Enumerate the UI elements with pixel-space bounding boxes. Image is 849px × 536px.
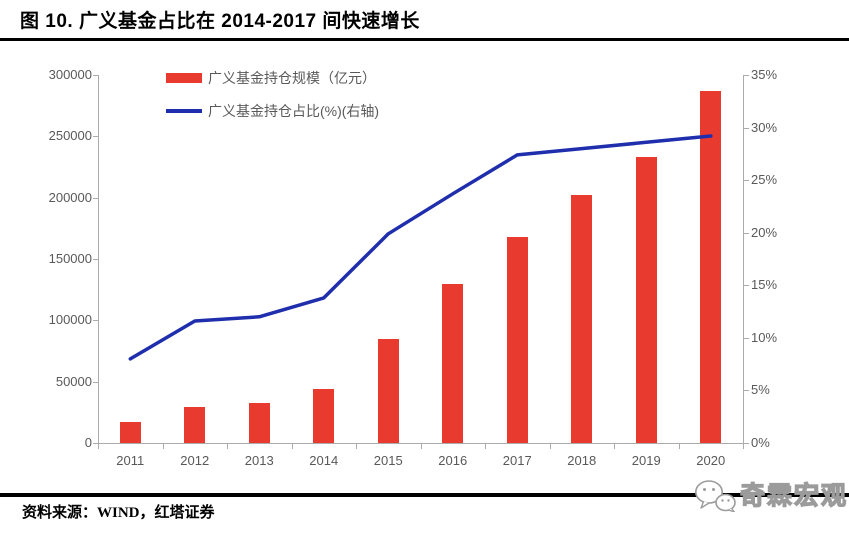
x-axis-tick xyxy=(227,444,228,449)
bar-2019 xyxy=(635,157,657,443)
legend-item-bar-series: 广义基金持仓规模（亿元） xyxy=(166,68,379,88)
line-series-swatch xyxy=(166,109,202,113)
watermark-text: 奇霖宏观 xyxy=(739,481,849,510)
legend-label-line-series: 广义基金持仓占比(%)(右轴) xyxy=(208,103,380,119)
chart-title: 图 10. 广义基金占比在 2014-2017 间快速增长 xyxy=(20,11,420,32)
y-axis-left-tick xyxy=(93,320,98,322)
x-axis-tick xyxy=(485,444,486,449)
y-axis-left-label: 0 xyxy=(84,435,92,450)
y-axis-left-label: 200000 xyxy=(48,189,92,205)
bar-2014 xyxy=(313,389,335,443)
x-axis-tick xyxy=(549,444,551,449)
y-axis-left-line xyxy=(98,75,99,443)
y-axis-right-tick xyxy=(744,390,749,392)
x-axis-tick xyxy=(614,444,615,449)
y-axis-right-tick xyxy=(744,75,749,76)
bar-2017 xyxy=(506,236,528,443)
y-axis-right-tick xyxy=(744,443,749,444)
y-axis-right-label: 30% xyxy=(751,119,778,135)
bar-2011 xyxy=(119,422,141,443)
legend-label-bar-series: 广义基金持仓规模（亿元） xyxy=(208,70,376,86)
x-axis-label-2013: 2013 xyxy=(244,453,274,468)
x-axis-label-2020: 2020 xyxy=(696,453,726,468)
y-axis-right-label: 5% xyxy=(751,382,770,398)
x-axis-tick xyxy=(291,444,293,449)
y-axis-left-tick xyxy=(93,75,98,76)
x-axis-tick xyxy=(743,444,744,449)
x-axis-label-2016: 2016 xyxy=(438,453,468,468)
legend-item-line-series: 广义基金持仓占比(%)(右轴) xyxy=(166,101,379,121)
bar-series-swatch xyxy=(166,73,202,83)
bar-2020 xyxy=(700,90,722,443)
y-axis-right-tick xyxy=(744,180,749,182)
bar-2018 xyxy=(571,195,593,443)
x-axis-label-2018: 2018 xyxy=(567,453,597,468)
bar-2013 xyxy=(248,402,270,443)
y-axis-right-tick xyxy=(744,127,749,129)
x-axis-label-2017: 2017 xyxy=(502,453,532,468)
bar-2012 xyxy=(184,407,206,443)
y-axis-right-label: 0% xyxy=(751,435,770,450)
y-axis-right-tick xyxy=(744,337,749,339)
y-axis-left-label: 250000 xyxy=(48,128,92,144)
y-axis-left-label: 100000 xyxy=(48,312,92,328)
y-axis-left-tick xyxy=(93,197,98,199)
legend: 广义基金持仓规模（亿元） 广义基金持仓占比(%)(右轴) xyxy=(166,68,379,134)
x-axis-label-2019: 2019 xyxy=(631,453,661,468)
x-axis-label-2011: 2011 xyxy=(116,453,145,468)
y-axis-right-tick xyxy=(744,285,749,287)
x-axis-label-2015: 2015 xyxy=(373,453,403,468)
y-axis-left-tick xyxy=(93,136,98,138)
y-axis-left-tick xyxy=(93,381,98,383)
title-divider xyxy=(0,38,849,41)
line-series xyxy=(128,134,713,361)
y-axis-right-label: 15% xyxy=(751,277,778,293)
y-axis-left-label: 50000 xyxy=(55,373,92,389)
x-axis-tick xyxy=(162,444,164,449)
y-axis-left-label: 150000 xyxy=(48,251,92,266)
y-axis-right-label: 20% xyxy=(751,224,778,240)
y-axis-left-label: 300000 xyxy=(48,67,92,82)
x-axis-tick xyxy=(98,444,99,449)
source-note: 资料来源：WIND，红塔证券 xyxy=(22,505,215,521)
x-axis-label-2012: 2012 xyxy=(180,453,210,468)
y-axis-right-line xyxy=(743,75,744,443)
y-axis-left-tick xyxy=(93,259,98,260)
wechat-icon xyxy=(695,480,736,512)
y-axis-right-label: 25% xyxy=(751,172,778,188)
y-axis-right-label: 10% xyxy=(751,329,778,345)
bar-2015 xyxy=(377,338,399,443)
y-axis-right-label: 35% xyxy=(751,67,778,82)
watermark: 奇霖宏观 xyxy=(694,479,848,512)
x-axis-tick xyxy=(356,444,357,449)
x-axis-tick xyxy=(678,444,680,449)
x-axis-label-2014: 2014 xyxy=(309,453,339,468)
x-axis-line xyxy=(98,443,744,444)
y-axis-left-tick xyxy=(93,443,98,444)
footer-divider xyxy=(0,493,849,497)
y-axis-right-tick xyxy=(744,232,749,234)
bar-2016 xyxy=(442,283,464,443)
x-axis-tick xyxy=(420,444,422,449)
